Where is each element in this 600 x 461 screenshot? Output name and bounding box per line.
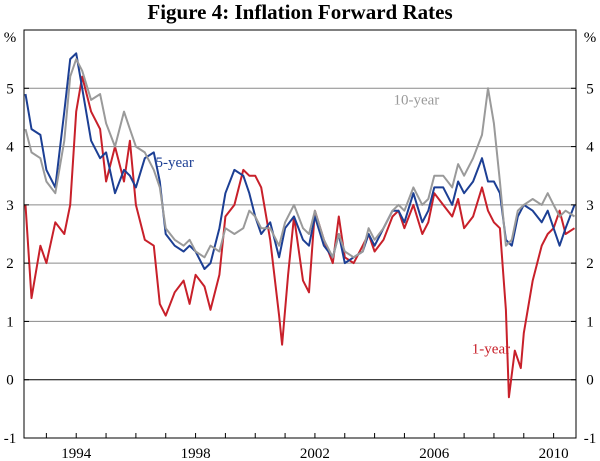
y-tick-label-right: 2 [586, 256, 594, 272]
x-tick-label: 1998 [181, 446, 211, 461]
x-tick-label: 2006 [419, 446, 450, 461]
y-tick-label-left: -1 [4, 431, 17, 447]
y-tick-label-left: 1 [6, 314, 14, 330]
axis-ticks [24, 87, 576, 439]
y-tick-label-left: 3 [6, 198, 14, 214]
chart-title: Figure 4: Inflation Forward Rates [147, 0, 453, 24]
series-label-1-year: 1-year [472, 341, 510, 357]
y-tick-label-left: 2 [6, 256, 14, 272]
series-lines [24, 52, 576, 399]
y-tick-label-right: -1 [584, 431, 597, 447]
y-tick-label-left: 0 [6, 373, 14, 389]
series-labels: 1-year 5-year 10-year [156, 93, 511, 358]
x-tick-label: 1994 [61, 446, 92, 461]
plot-frame [23, 29, 577, 439]
y-tick-label-right: 0 [586, 373, 594, 389]
y-tick-label-right: 4 [586, 140, 594, 156]
series-line-5-year [24, 52, 576, 270]
y-tick-label-left: 5 [6, 81, 14, 97]
x-tick-label: 2002 [300, 446, 330, 461]
y-unit-right: % [584, 30, 597, 46]
series-label-5-year: 5-year [156, 155, 194, 171]
y-tick-label-right: 3 [586, 198, 594, 214]
series-line-10-year [24, 58, 576, 259]
y-tick-label-left: 4 [6, 140, 14, 156]
y-tick-label-right: 5 [586, 81, 594, 97]
series-label-10-year: 10-year [393, 93, 439, 109]
x-tick-label: 2010 [539, 446, 569, 461]
y-unit-left: % [4, 30, 17, 46]
axis-labels: -1 -1 0 0 1 1 2 2 3 3 4 4 5 5% % 1994 1998 2002 2006 2010 [4, 30, 597, 461]
y-tick-label-right: 1 [586, 314, 594, 330]
